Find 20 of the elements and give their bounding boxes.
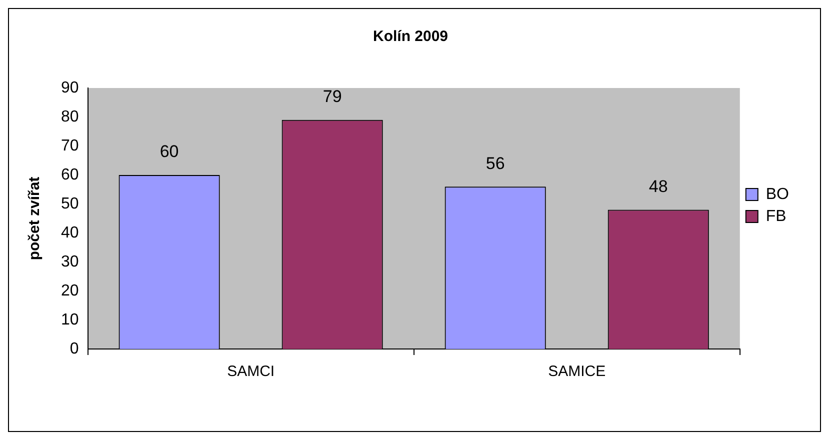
data-label: 79 <box>322 87 342 106</box>
legend-label: FB <box>766 208 786 225</box>
y-tick-label: 40 <box>61 224 79 242</box>
x-tick-label: SAMCI <box>227 363 275 380</box>
y-tick-label: 10 <box>61 311 79 328</box>
y-tick-label: 60 <box>61 166 79 184</box>
chart-title: Kolín 2009 <box>372 28 448 46</box>
data-label: 56 <box>486 154 505 173</box>
y-tick-label: 0 <box>70 340 79 358</box>
data-label: 48 <box>648 176 668 196</box>
y-axis-title: počet zvířat <box>26 176 44 260</box>
y-tick-label: 90 <box>61 79 79 96</box>
y-tick-label: 20 <box>61 282 79 300</box>
y-tick-label: 50 <box>61 195 79 212</box>
legend-label: BO <box>766 186 790 203</box>
y-tick-label: 30 <box>61 253 79 270</box>
data-label: 60 <box>160 142 179 162</box>
x-tick-label: SAMICE <box>548 363 606 380</box>
y-tick-label: 80 <box>61 108 79 126</box>
y-tick-label: 70 <box>61 137 79 154</box>
